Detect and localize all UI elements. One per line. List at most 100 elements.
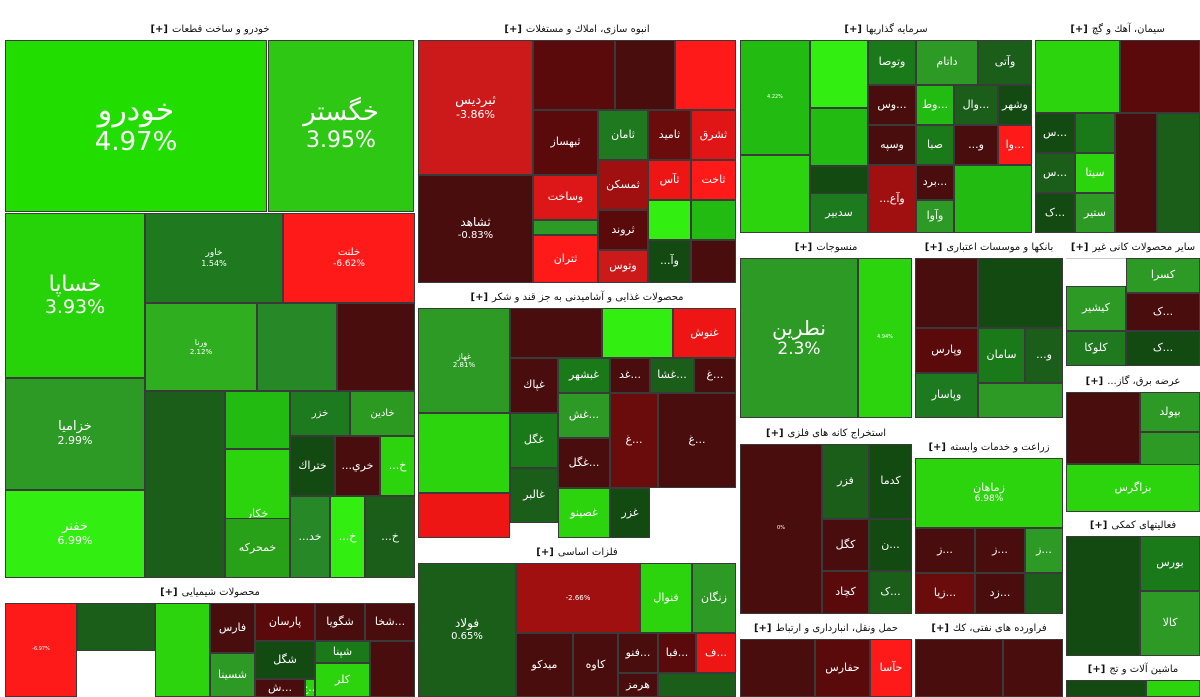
sector-header[interactable]: محصولات شیمیایی [+] — [5, 581, 415, 604]
stock-tile[interactable]: غزر — [610, 488, 650, 538]
stock-tile[interactable] — [418, 413, 510, 493]
stock-tile[interactable]: خودرو 4.97% — [5, 40, 267, 212]
sector-header[interactable]: سایر محصولات کانی غیر [+] — [1066, 236, 1200, 259]
stock-tile[interactable]: پارسان — [255, 603, 315, 641]
sector-header[interactable]: سیمان، آهك و گچ [+] — [1035, 18, 1200, 41]
stock-tile[interactable]: شپنا — [315, 641, 370, 663]
sector-header[interactable]: سرمایه گذاریها [+] — [740, 18, 1032, 41]
stock-tile[interactable] — [1066, 680, 1146, 697]
stock-tile[interactable]: فولاد 0.65% — [418, 563, 516, 697]
stock-tile[interactable] — [145, 391, 225, 578]
stock-tile[interactable]: خفنر 6.99% — [5, 490, 145, 578]
stock-tile[interactable] — [533, 40, 615, 110]
stock-tile[interactable]: میدکو — [516, 633, 573, 697]
sector-header[interactable]: محصولات غذایی و آشامیدنی به جز قند و شکر… — [418, 286, 736, 309]
stock-tile[interactable] — [533, 220, 598, 235]
stock-tile[interactable] — [370, 641, 415, 697]
stock-tile[interactable]: ...غش — [558, 393, 610, 438]
stock-tile[interactable]: شگویا — [315, 603, 365, 641]
stock-tile[interactable]: خساپا 3.93% — [5, 213, 145, 378]
expand-button[interactable]: [+] — [1070, 23, 1088, 35]
stock-tile[interactable]: ...وط — [916, 85, 954, 125]
stock-tile[interactable] — [1115, 113, 1157, 233]
sector-header[interactable]: ماشین آلات و تج [+] — [1066, 658, 1200, 681]
stock-tile[interactable]: ثآس — [648, 160, 691, 200]
stock-tile[interactable] — [77, 603, 155, 651]
stock-tile[interactable]: ...برد — [916, 165, 954, 200]
stock-tile[interactable]: ثاخت — [691, 160, 736, 200]
stock-tile[interactable]: زماهان 6.98% — [915, 458, 1063, 528]
stock-tile[interactable]: ...غگل — [558, 438, 610, 488]
stock-tile[interactable]: ...غ — [610, 393, 658, 488]
stock-tile[interactable]: ختراك — [290, 436, 335, 496]
stock-tile[interactable]: ...فنو — [618, 633, 658, 673]
stock-tile[interactable]: فنوال — [640, 563, 692, 633]
stock-tile[interactable]: غصینو — [558, 488, 610, 538]
expand-button[interactable]: [+] — [928, 441, 946, 453]
stock-tile[interactable] — [978, 383, 1063, 418]
stock-tile[interactable]: کدما — [869, 444, 912, 519]
stock-tile[interactable]: ستیر — [1075, 193, 1115, 233]
stock-tile[interactable] — [615, 40, 675, 110]
stock-tile[interactable]: ...ز — [1025, 528, 1063, 573]
stock-tile[interactable]: ...فبا — [658, 633, 696, 673]
stock-tile[interactable]: ...ن — [869, 519, 912, 571]
stock-tile[interactable]: شسینا — [210, 653, 255, 697]
stock-tile[interactable]: ...ک — [869, 571, 912, 614]
stock-tile[interactable]: -6.97% — [5, 603, 77, 697]
stock-tile[interactable]: کالا — [1140, 591, 1200, 656]
expand-button[interactable]: [+] — [1089, 519, 1108, 531]
stock-tile[interactable]: صبا — [916, 125, 954, 165]
stock-tile[interactable] — [675, 40, 736, 110]
stock-tile[interactable]: کسرا — [1126, 258, 1200, 293]
stock-tile[interactable]: خادین — [350, 391, 415, 436]
stock-tile[interactable]: حفارس — [815, 639, 870, 697]
stock-tile[interactable] — [1066, 392, 1140, 464]
stock-tile[interactable]: غنوش — [673, 308, 736, 358]
stock-tile[interactable] — [1025, 573, 1063, 614]
stock-tile[interactable]: خ... — [330, 496, 365, 578]
sector-header[interactable]: استخراج کانه های فلزی [+] — [740, 422, 912, 445]
stock-tile[interactable]: ثتران — [533, 235, 598, 283]
sector-header[interactable]: خودرو و ساخت قطعات [+] — [5, 18, 415, 41]
sector-header[interactable]: زراعت و خدمات وابسته [+] — [915, 436, 1063, 459]
stock-tile[interactable]: ...ک — [1126, 331, 1200, 366]
stock-tile[interactable]: ...شخا — [365, 603, 415, 641]
stock-tile[interactable]: فزر — [822, 444, 869, 519]
stock-tile[interactable] — [915, 639, 1003, 697]
stock-tile[interactable]: غهاز 2.81% — [418, 308, 510, 413]
stock-tile[interactable]: ثبهساز — [533, 110, 598, 175]
stock-tile[interactable]: کلوکا — [1066, 331, 1126, 366]
stock-tile[interactable]: زنگان — [692, 563, 736, 633]
stock-tile[interactable]: ...وا — [998, 125, 1032, 165]
stock-tile[interactable] — [691, 200, 736, 240]
stock-tile[interactable]: خري... — [335, 436, 380, 496]
stock-tile[interactable]: کاوه — [573, 633, 618, 697]
stock-tile[interactable]: وآتی — [978, 40, 1032, 85]
expand-button[interactable]: [+] — [931, 622, 949, 634]
sector-header[interactable]: منسوجات [+] — [740, 236, 912, 259]
stock-tile[interactable]: ...ز — [975, 528, 1025, 573]
stock-tile[interactable] — [954, 165, 1032, 233]
stock-tile[interactable] — [810, 40, 868, 108]
stock-tile[interactable]: غالبر — [510, 468, 558, 523]
stock-tile[interactable]: کیشیر — [1066, 286, 1126, 331]
stock-tile[interactable] — [648, 200, 691, 240]
stock-tile[interactable]: بورس — [1140, 536, 1200, 591]
sector-header[interactable]: انبوه سازی، املاك و مستغلات [+] — [418, 18, 736, 41]
stock-tile[interactable]: وسپه — [868, 125, 916, 165]
stock-tile[interactable]: ثمسكن — [598, 160, 648, 210]
stock-tile[interactable]: ...ش — [255, 679, 305, 697]
stock-tile[interactable]: سیتا — [1075, 153, 1115, 193]
stock-tile[interactable]: وتوس — [598, 250, 648, 283]
expand-button[interactable]: [+] — [753, 622, 772, 634]
stock-tile[interactable]: ...س — [1035, 113, 1075, 153]
stock-tile[interactable]: کلر — [315, 663, 370, 697]
stock-tile[interactable]: خگستر 3.95% — [268, 40, 414, 212]
stock-tile[interactable] — [691, 240, 736, 283]
stock-tile[interactable]: وآع... — [868, 165, 916, 233]
stock-tile[interactable]: کگل — [822, 519, 869, 571]
stock-tile[interactable]: ورنا 2.12% — [145, 303, 257, 391]
expand-button[interactable]: [+] — [536, 546, 554, 558]
stock-tile[interactable]: ...ز — [915, 528, 975, 573]
